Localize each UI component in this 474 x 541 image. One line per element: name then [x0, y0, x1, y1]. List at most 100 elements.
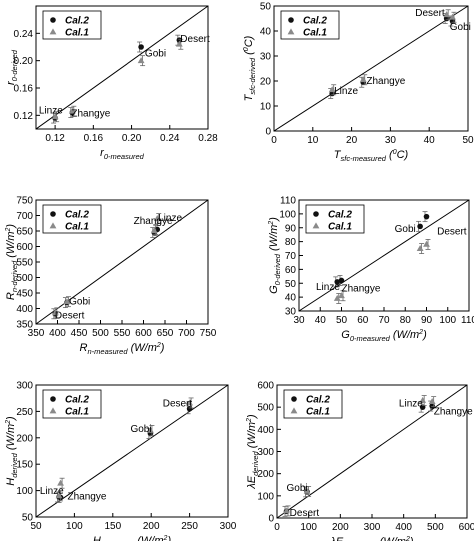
- x-axis-label-superscript: 2: [156, 342, 161, 349]
- site-label-gobi: Gobi: [287, 483, 308, 494]
- x-axis-label-subscript: n-measured: [88, 347, 129, 356]
- x-tick-label: 550: [114, 328, 131, 339]
- y-axis-label-main: R: [5, 292, 17, 300]
- site-label-desert: Desert: [55, 311, 85, 322]
- y-axis-label-superscript: 2: [5, 420, 12, 425]
- site-label-zhangye: Zhangye: [71, 109, 110, 120]
- cal2-point-zhangye: [338, 277, 345, 284]
- y-axis-label-subscript: sfc-derived: [248, 57, 257, 95]
- y-axis-label-unit-close: ): [5, 416, 17, 422]
- legend-triangle-marker: [49, 407, 57, 414]
- y-tick-label: 550: [16, 258, 33, 269]
- legend-triangle-marker: [290, 407, 298, 414]
- site-label-zhangye: Zhangye: [434, 406, 473, 417]
- site-label-linze: Linze: [158, 213, 182, 224]
- x-tick-label: 50: [30, 521, 42, 532]
- plot-frame: [273, 5, 469, 132]
- x-tick-label: 100: [439, 315, 456, 326]
- y-tick-label: 50: [260, 2, 272, 13]
- legend-entry: Cal.2: [65, 16, 89, 27]
- cal1-point-gobi: [137, 57, 145, 64]
- x-axis-label-unit-close: ): [165, 535, 171, 541]
- x-axis-label-unit-close: ): [408, 536, 414, 541]
- cal1-point-desert: [186, 399, 193, 406]
- cal1-point-gobi: [147, 426, 154, 433]
- y-axis-label-main: H: [5, 478, 17, 486]
- x-tick-label: 0.12: [45, 133, 65, 144]
- x-tick-label: 30: [293, 315, 305, 326]
- legend-box: [280, 10, 340, 40]
- y-axis-label-subscript: derived: [10, 452, 19, 477]
- x-tick-label: 300: [220, 521, 237, 532]
- x-tick-label: 200: [332, 522, 349, 533]
- y-tick-label: 200: [16, 433, 33, 444]
- y-tick-label: 0.20: [14, 56, 34, 67]
- x-axis-label: Hmeasured (W/m2): [93, 535, 172, 541]
- legend-entry: Cal.1: [303, 28, 327, 39]
- x-axis-label-unit-open: (: [386, 149, 394, 161]
- y-axis-label: λEderived (W/m2): [246, 414, 260, 490]
- cal1-point-gobi: [63, 298, 71, 305]
- legend-circle-marker: [50, 17, 56, 23]
- x-tick-label: 10: [307, 135, 319, 146]
- y-axis-label: r0-derived: [5, 49, 19, 85]
- y-axis-label-subscript: n-derived: [10, 260, 19, 292]
- y-axis-label-superscript: 2: [5, 228, 12, 233]
- x-axis-label-main: r: [100, 147, 105, 159]
- chart-panel-1: 0.12 0.16 0.20 0.24 0.280.120.160.200.24r0-m…: [5, 5, 218, 161]
- x-tick-label: 60: [357, 315, 369, 326]
- y-tick-label: 40: [260, 27, 272, 38]
- legend-triangle-marker: [49, 28, 57, 35]
- x-tick-label: 500: [92, 328, 109, 339]
- x-axis-label-superscript: 2: [418, 329, 423, 336]
- y-tick-label: 0.12: [14, 111, 34, 122]
- cal1-point-linze: [55, 492, 63, 499]
- site-label-gobi: Gobi: [130, 424, 151, 435]
- y-tick-label: 100: [279, 209, 296, 220]
- x-tick-label: 300: [364, 522, 381, 533]
- y-tick-label: 300: [257, 447, 274, 458]
- one-to-one-line: [298, 199, 470, 312]
- site-label-zhangye: Zhangye: [134, 216, 173, 227]
- y-axis-label-main: G: [268, 285, 280, 294]
- x-tick-label: 50: [336, 315, 348, 326]
- cal1-point-desert: [423, 240, 430, 247]
- y-tick-label: 200: [257, 469, 274, 480]
- x-tick-label: 40: [424, 135, 436, 146]
- legend-entry: Cal.2: [65, 395, 89, 406]
- y-tick-label: 80: [285, 237, 297, 248]
- site-label-desert: Desert: [437, 227, 467, 238]
- site-label-linze: Linze: [39, 105, 63, 116]
- x-tick-label: 650: [157, 328, 174, 339]
- y-tick-label: 100: [257, 491, 274, 502]
- legend-circle-marker: [288, 17, 294, 23]
- x-axis-label-superscript: 0: [393, 149, 397, 156]
- y-tick-label: 250: [16, 407, 33, 418]
- y-axis-label-unit-close: ): [268, 217, 280, 223]
- y-tick-label: 600: [16, 242, 33, 253]
- x-tick-label: 400: [395, 522, 412, 533]
- x-tick-label: 500: [427, 522, 444, 533]
- legend-entry: Cal.1: [65, 407, 89, 418]
- y-axis-label-main: λE: [246, 475, 258, 489]
- y-tick-label: 350: [16, 320, 33, 331]
- x-tick-label: 100: [300, 522, 317, 533]
- x-axis-label-unit-close: ): [421, 329, 427, 341]
- x-axis-label-unit-open: (W/m: [134, 535, 163, 541]
- y-tick-label: 150: [16, 460, 33, 471]
- site-label-gobi: Gobi: [69, 296, 90, 307]
- legend-triangle-marker: [49, 222, 57, 229]
- x-axis-label: Tsfc-measured (0C): [334, 149, 409, 163]
- y-axis-label-subscript: derived: [251, 450, 260, 475]
- legend-circle-marker: [291, 396, 297, 402]
- cal1-point-desert: [283, 507, 290, 514]
- y-axis-label: Tsfc-derived (0C): [243, 35, 257, 101]
- cal1-point-linze: [419, 396, 427, 403]
- x-tick-label: 700: [178, 328, 195, 339]
- site-label-desert: Desert: [180, 34, 210, 45]
- y-axis-label-superscript: 2: [268, 221, 275, 226]
- x-tick-label: 400: [49, 328, 66, 339]
- legend-entry: Cal.1: [65, 222, 89, 233]
- y-tick-label: 60: [285, 265, 297, 276]
- y-axis-label: G0-derived (W/m2): [268, 217, 282, 294]
